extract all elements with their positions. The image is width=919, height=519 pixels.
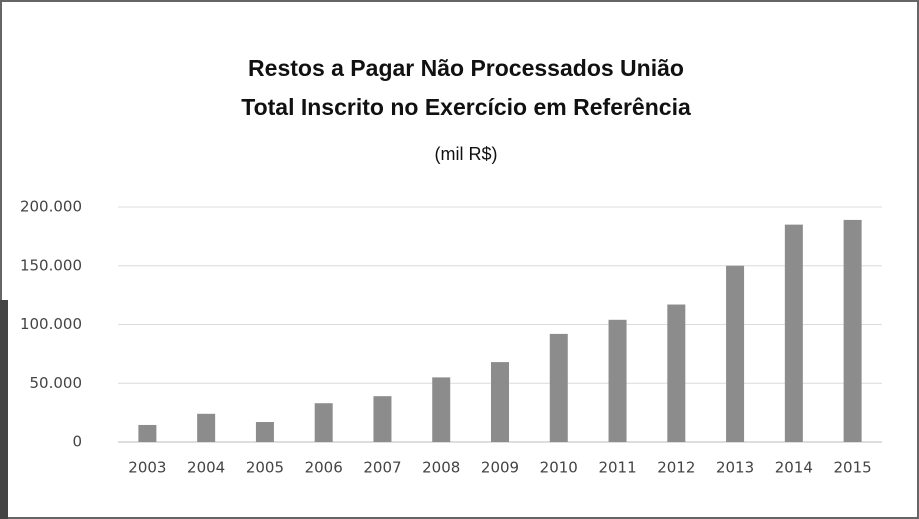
bar bbox=[314, 403, 333, 442]
bar bbox=[726, 265, 745, 442]
bar bbox=[432, 377, 451, 442]
bar bbox=[784, 224, 803, 442]
x-tick-label: 2007 bbox=[363, 459, 401, 477]
x-tick-label: 2014 bbox=[775, 459, 813, 477]
y-tick-label: 50.000 bbox=[30, 374, 83, 392]
bar bbox=[549, 333, 568, 442]
bar bbox=[138, 424, 157, 442]
bar bbox=[608, 319, 627, 442]
chart-subtitle: (mil R$) bbox=[435, 144, 498, 164]
bar bbox=[491, 362, 509, 442]
x-tick-label: 2011 bbox=[598, 459, 636, 477]
x-tick-label: 2003 bbox=[128, 459, 166, 477]
chart-title: Restos a Pagar Não Processados União bbox=[248, 55, 684, 81]
bar bbox=[373, 396, 392, 442]
x-tick-label: 2005 bbox=[246, 459, 284, 477]
y-tick-label: 0 bbox=[72, 433, 82, 451]
y-tick-label: 150.000 bbox=[20, 256, 82, 274]
bar bbox=[667, 304, 686, 442]
chart-title: Total Inscrito no Exercício em Referênci… bbox=[241, 94, 691, 120]
x-tick-label: 2009 bbox=[481, 459, 519, 477]
y-tick-label: 100.000 bbox=[20, 315, 82, 333]
x-tick-label: 2006 bbox=[305, 459, 343, 477]
x-tick-label: 2015 bbox=[834, 459, 872, 477]
bar bbox=[843, 219, 862, 442]
x-tick-label: 2012 bbox=[657, 459, 695, 477]
x-tick-label: 2004 bbox=[187, 459, 225, 477]
edge-shadow bbox=[0, 300, 8, 519]
x-tick-label: 2008 bbox=[422, 459, 460, 477]
x-tick-label: 2010 bbox=[540, 459, 578, 477]
x-tick-label: 2013 bbox=[716, 459, 754, 477]
y-tick-label: 200.000 bbox=[20, 198, 82, 216]
bar bbox=[197, 413, 216, 442]
bar bbox=[255, 422, 274, 442]
